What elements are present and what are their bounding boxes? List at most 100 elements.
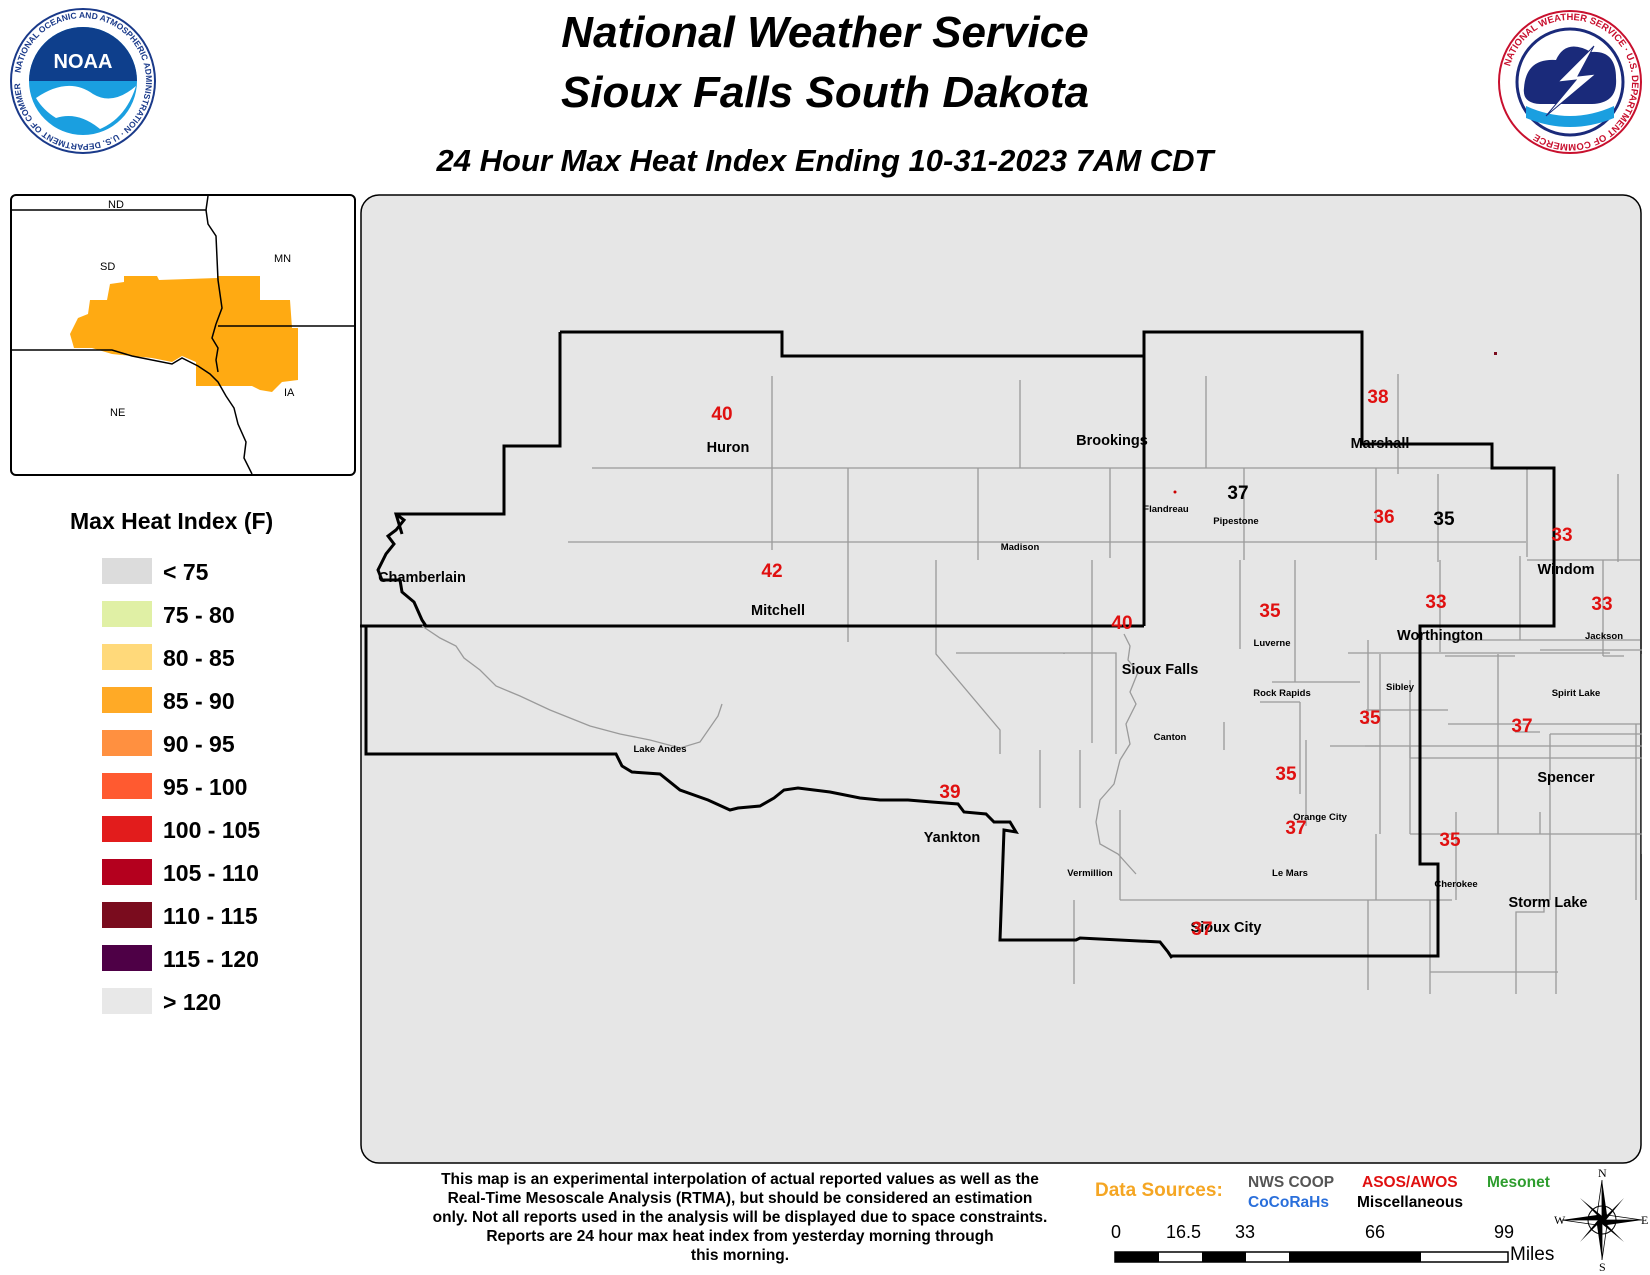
- stray-marker: [1494, 352, 1497, 355]
- disclaimer-line: This map is an experimental interpolatio…: [441, 1171, 1039, 1188]
- heat-index-observation: 33: [1591, 594, 1612, 615]
- city-label: Lake Andes: [634, 744, 687, 755]
- city-label: Jackson: [1585, 631, 1623, 642]
- compass-rose-icon: N S E W: [1554, 1168, 1648, 1272]
- heat-index-observation: 40: [1111, 613, 1132, 634]
- map-labels: Chamberlain Huron Brookings Marshall Flandre…: [378, 387, 1623, 940]
- scale-tick: 16.5: [1166, 1222, 1202, 1242]
- legend-label: 95 - 100: [163, 774, 248, 800]
- legend-swatch: [102, 773, 152, 799]
- legend-swatch: [102, 687, 152, 713]
- disclaimer-line: Real-Time Mesoscale Analysis (RTMA), but…: [447, 1190, 1033, 1207]
- legend-label: 75 - 80: [163, 602, 235, 628]
- county-boundaries: [568, 374, 1642, 994]
- legend-label: 80 - 85: [163, 645, 235, 671]
- legend-swatch: [102, 601, 152, 627]
- heat-index-observation: 37: [1285, 818, 1306, 839]
- legend-swatch: [102, 988, 152, 1014]
- compass-w: W: [1554, 1213, 1566, 1227]
- city-label: Vermillion: [1067, 868, 1113, 879]
- legend-label: 110 - 115: [163, 903, 258, 929]
- state-and-cwa-boundaries: [360, 330, 1556, 959]
- city-label: Windom: [1537, 562, 1594, 578]
- source-nws-coop: NWS COOP: [1248, 1174, 1335, 1191]
- source-miscellaneous: Miscellaneous: [1357, 1194, 1463, 1211]
- header-title-line2: Sioux Falls South Dakota: [560, 68, 1090, 117]
- nws-logo: NATIONAL WEATHER SERVICE · U.S. DEPARTME…: [1498, 10, 1642, 154]
- header-title-line1: National Weather Service: [561, 8, 1089, 57]
- city-label: Sioux City: [1191, 920, 1262, 936]
- heat-index-observation: 35: [1433, 509, 1455, 530]
- legend-label: 90 - 95: [163, 731, 235, 757]
- source-asos-awos: ASOS/AWOS: [1362, 1174, 1458, 1191]
- scale-tick: 33: [1235, 1222, 1256, 1242]
- inset-state-ne: NE: [110, 407, 125, 419]
- legend-swatch: [102, 816, 152, 842]
- compass-s: S: [1599, 1260, 1606, 1272]
- scale-tick: 0: [1111, 1222, 1122, 1242]
- heat-index-observation: 33: [1551, 525, 1572, 546]
- city-label: Canton: [1154, 732, 1187, 743]
- locator-inset-map: ND SD MN NE IA: [10, 194, 356, 476]
- heat-index-observation: 36: [1373, 507, 1394, 528]
- scale-bar: [1114, 1251, 1509, 1263]
- noaa-logo: NOAA NATIONAL OCEANIC AND ATMOSPHERIC AD…: [8, 6, 156, 154]
- city-label: Spencer: [1537, 770, 1595, 786]
- legend-label: > 120: [163, 989, 222, 1015]
- heat-index-observation: 37: [1227, 483, 1248, 504]
- disclaimer: This map is an experimental interpolatio…: [395, 1170, 1085, 1265]
- data-sources-label: Data Sources:: [1095, 1180, 1223, 1201]
- heat-index-observation: 42: [761, 561, 782, 582]
- city-label: Marshall: [1351, 436, 1410, 452]
- city-label: Rock Rapids: [1253, 688, 1311, 699]
- disclaimer-line: Reports are 24 hour max heat index from …: [486, 1228, 994, 1245]
- city-label: Orange City: [1293, 812, 1348, 823]
- main-map: Chamberlain Huron Brookings Marshall Flandre…: [360, 194, 1642, 1164]
- heat-index-observation: 33: [1425, 592, 1446, 613]
- disclaimer-line: only. Not all reports used in the analys…: [432, 1209, 1048, 1226]
- river-lines: [421, 625, 1139, 875]
- legend-swatch: [102, 558, 152, 584]
- city-label: Pipestone: [1213, 516, 1258, 527]
- inset-state-nd: ND: [108, 199, 124, 211]
- heat-index-observation: 35: [1359, 708, 1381, 729]
- inset-state-mn: MN: [274, 253, 291, 265]
- city-label: Mitchell: [751, 603, 805, 619]
- inset-heat-area: [70, 276, 298, 392]
- legend-swatch: [102, 902, 152, 928]
- city-label: Madison: [1001, 542, 1040, 553]
- map-background: [360, 194, 1642, 1164]
- city-label: Sibley: [1386, 682, 1415, 693]
- heat-index-observation: 38: [1367, 387, 1388, 408]
- city-label: Cherokee: [1434, 879, 1477, 890]
- pipestone-point: [1173, 490, 1177, 494]
- scale-tick: 99: [1494, 1222, 1515, 1242]
- legend-swatch: [102, 859, 152, 885]
- legend-title: Max Heat Index (F): [70, 508, 274, 534]
- city-label: Luverne: [1254, 638, 1291, 649]
- legend-swatch: [102, 730, 152, 756]
- inset-state-ia: IA: [284, 387, 295, 399]
- city-label: Huron: [707, 440, 750, 456]
- heat-index-observation: 35: [1275, 764, 1297, 785]
- compass-n: N: [1598, 1168, 1607, 1180]
- legend-swatch: [102, 644, 152, 670]
- source-cocorahs: CoCoRaHs: [1248, 1194, 1329, 1211]
- compass-e: E: [1641, 1213, 1648, 1227]
- city-label: Spirit Lake: [1552, 688, 1601, 699]
- city-label: Chamberlain: [378, 570, 466, 586]
- inset-state-sd: SD: [100, 261, 115, 273]
- noaa-logo-text: NOAA: [54, 51, 113, 73]
- city-label: Storm Lake: [1509, 895, 1588, 911]
- map-subtitle: 24 Hour Max Heat Index Ending 10-31-2023…: [436, 143, 1214, 178]
- city-label: Yankton: [924, 830, 980, 846]
- scale-unit: Miles: [1510, 1244, 1555, 1265]
- disclaimer-line: this morning.: [690, 1247, 790, 1264]
- city-label: Le Mars: [1272, 868, 1308, 879]
- heat-index-observation: 37: [1511, 716, 1532, 737]
- legend-label: 105 - 110: [163, 860, 259, 886]
- legend-label: 115 - 120: [163, 946, 259, 972]
- legend-label: 85 - 90: [163, 688, 235, 714]
- heat-index-observation: 40: [711, 404, 732, 425]
- legend-swatch: [102, 945, 152, 971]
